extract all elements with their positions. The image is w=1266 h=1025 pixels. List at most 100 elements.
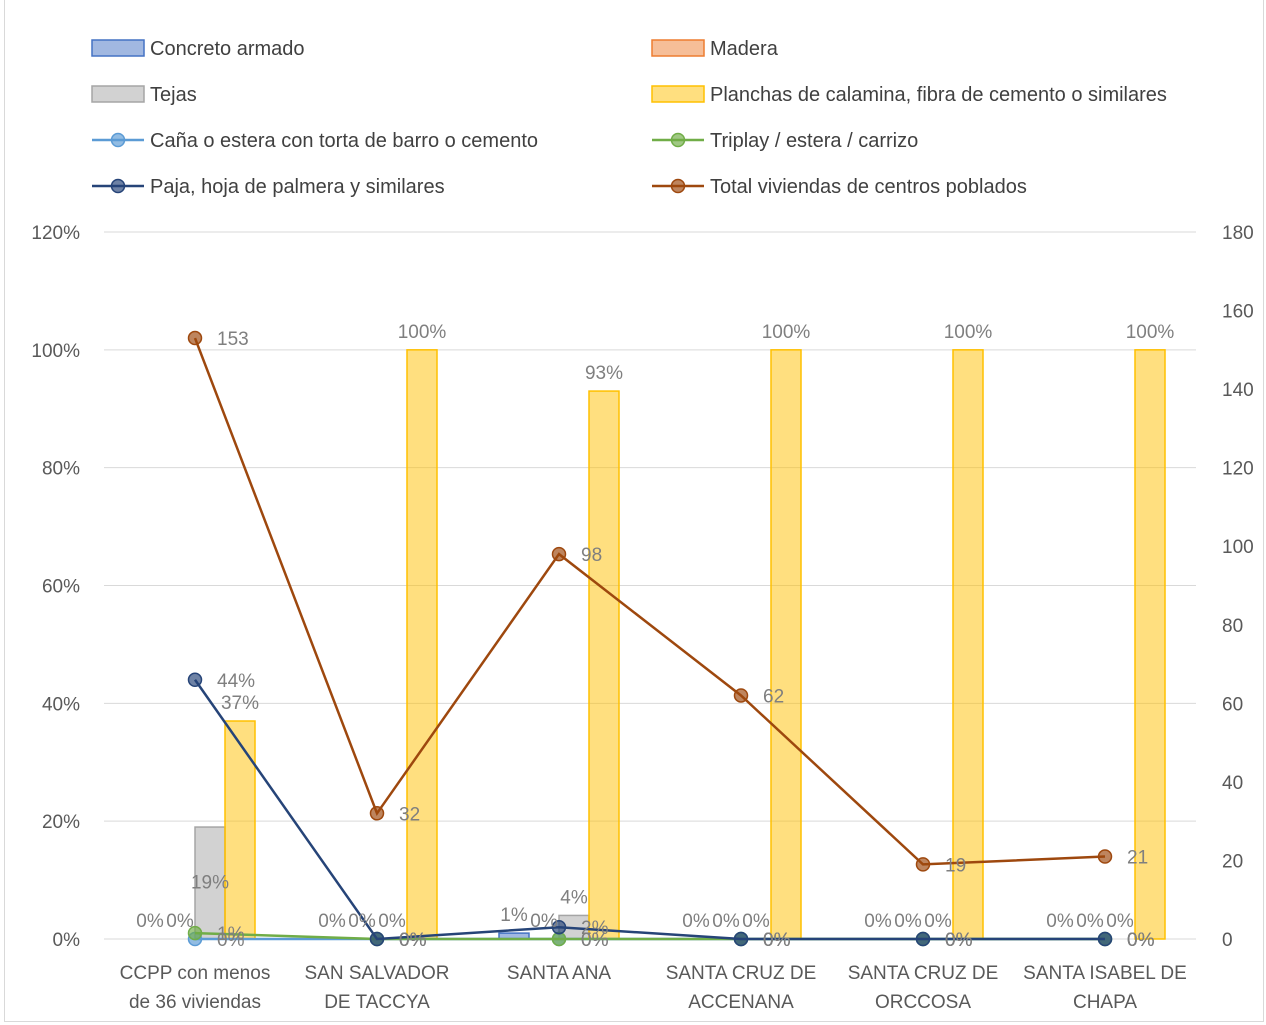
category-label: SANTA CRUZ DE ORCCOSA — [848, 963, 999, 1013]
left-tick-label: 40% — [42, 694, 80, 715]
point-label-cana-o-estera-con-torta-de-barro-o-cemento: 0% — [763, 930, 791, 951]
legend-label: Concreto armado — [150, 38, 305, 60]
point-label-paja-hoja-de-palmera-y-similares: 0% — [763, 930, 791, 951]
bar-label-madera: 0% — [348, 911, 376, 932]
point-paja-hoja-de-palmera-y-similares — [369, 931, 385, 947]
line-paja-hoja-de-palmera-y-similares — [193, 679, 1105, 941]
point-label-cana-o-estera-con-torta-de-barro-o-cemento: 0% — [945, 930, 973, 951]
bar-label-planchas-de-calamina-fibra-de-cemento-o-similares: 100% — [398, 322, 447, 343]
point-label-triplay-estera-carrizo: 0% — [763, 930, 791, 951]
left-tick-label: 100% — [31, 341, 80, 362]
point-label-total-viviendas-de-centros-poblados: 19 — [945, 855, 966, 876]
point-label-cana-o-estera-con-torta-de-barro-o-cemento: 0% — [581, 930, 609, 951]
legend-label: Madera — [710, 38, 779, 60]
bar-label-concreto-armado: 0% — [318, 911, 346, 932]
right-tick-label: 40 — [1222, 773, 1243, 794]
point-label-cana-o-estera-con-torta-de-barro-o-cemento: 0% — [217, 930, 245, 951]
point-paja-hoja-de-palmera-y-similares — [733, 931, 749, 947]
legend-swatch — [91, 39, 145, 57]
legend-item-concreto-armado: Concreto armado — [91, 38, 305, 60]
bar-label-concreto-armado: 1% — [500, 905, 528, 926]
legend-label: Caña o estera con torta de barro o cemen… — [150, 130, 538, 152]
legend-item-cana-o-estera-con-torta-de-barro-o-cemento: Caña o estera con torta de barro o cemen… — [92, 130, 538, 152]
bar-label-planchas-de-calamina-fibra-de-cemento-o-similares: 100% — [944, 322, 993, 343]
bar-planchas-de-calamina-fibra-de-cemento-o-similares — [588, 390, 620, 940]
bar-label-concreto-armado: 0% — [864, 911, 892, 932]
point-label-triplay-estera-carrizo: 0% — [1127, 930, 1155, 951]
point-paja-hoja-de-palmera-y-similares — [915, 931, 931, 947]
legend-item-total-viviendas-de-centros-poblados: Total viviendas de centros poblados — [652, 176, 1027, 198]
point-total-viviendas-de-centros-poblados — [733, 688, 749, 703]
bar-label-madera: 0% — [712, 911, 740, 932]
right-tick-label: 80 — [1222, 616, 1243, 637]
gridlines — [104, 231, 1196, 940]
legend-item-madera: Madera — [651, 38, 779, 60]
legend-swatch-marker — [110, 132, 126, 148]
right-tick-label: 140 — [1222, 380, 1254, 401]
point-label-triplay-estera-carrizo: 0% — [945, 930, 973, 951]
left-tick-label: 120% — [31, 223, 80, 244]
category-label: SAN SALVADOR DE TACCYA — [304, 963, 449, 1013]
bar-label-concreto-armado: 0% — [136, 911, 164, 932]
legend-swatch-marker — [670, 178, 686, 194]
category-label: SANTA ANA — [507, 963, 612, 984]
bar-label-planchas-de-calamina-fibra-de-cemento-o-similares: 37% — [221, 693, 259, 714]
category-label: CCPP con menos de 36 viviendas — [120, 963, 271, 1013]
bar-label-tejas: 0% — [378, 911, 406, 932]
legend-item-paja-hoja-de-palmera-y-similares: Paja, hoja de palmera y similares — [92, 176, 445, 198]
right-tick-label: 20 — [1222, 851, 1243, 872]
point-total-viviendas-de-centros-poblados — [915, 857, 931, 872]
right-tick-label: 60 — [1222, 694, 1243, 715]
right-tick-label: 160 — [1222, 302, 1254, 323]
data-labels: 0% 0% 1% 0% 0% 0%0% 0% 0% 0% 0% 0%19%0%4%0% 0% 0%37%… — [136, 322, 1174, 951]
point-total-viviendas-de-centros-poblados — [551, 546, 567, 562]
bar-planchas-de-calamina-fibra-de-cemento-o-similares — [1134, 349, 1166, 940]
bar-label-madera: 0% — [894, 911, 922, 932]
left-tick-label: 80% — [42, 459, 80, 480]
legend-item-tejas: Tejas — [91, 84, 197, 106]
point-total-viviendas-de-centros-poblados — [369, 806, 385, 821]
bar-label-planchas-de-calamina-fibra-de-cemento-o-similares: 100% — [1126, 322, 1175, 343]
legend-item-planchas-de-calamina-fibra-de-cemento-o-similares: Planchas de calamina, fibra de cemento o… — [651, 84, 1167, 106]
legend-swatch — [91, 85, 145, 103]
point-label-triplay-estera-carrizo: 1% — [217, 924, 245, 945]
legend-swatch-marker — [670, 132, 686, 148]
right-axis: 0 20 40 60 80 100 120 140 160 180 — [1222, 223, 1254, 951]
left-tick-label: 20% — [42, 812, 80, 833]
category-axis: CCPP con menos de 36 viviendas SAN SALVADO… — [120, 963, 1187, 1013]
point-label-total-viviendas-de-centros-poblados: 153 — [217, 329, 249, 350]
bar-label-tejas: 0% — [742, 911, 770, 932]
legend-label: Paja, hoja de palmera y similares — [150, 176, 445, 198]
bar-label-madera: 0% — [530, 911, 558, 932]
point-label-triplay-estera-carrizo: 0% — [399, 930, 427, 951]
point-label-cana-o-estera-con-torta-de-barro-o-cemento: 0% — [1127, 930, 1155, 951]
point-total-viviendas-de-centros-poblados — [187, 330, 203, 346]
legend-swatch — [651, 85, 705, 103]
bar-label-tejas: 19% — [191, 873, 229, 894]
legend-label: Tejas — [150, 84, 197, 106]
point-label-paja-hoja-de-palmera-y-similares: 44% — [217, 671, 255, 692]
legend-label: Planchas de calamina, fibra de cemento o… — [710, 84, 1167, 106]
point-label-paja-hoja-de-palmera-y-similares: 2% — [581, 918, 609, 939]
line-series-group — [187, 330, 1113, 947]
legend-item-triplay-estera-carrizo: Triplay / estera / carrizo — [652, 130, 918, 152]
point-paja-hoja-de-palmera-y-similares — [187, 672, 203, 688]
left-axis: 0% 20% 40% 60% 80% 100% 120% — [31, 223, 80, 951]
right-tick-label: 0 — [1222, 930, 1233, 951]
legend-label: Total viviendas de centros poblados — [710, 176, 1027, 198]
bar-label-madera: 0% — [166, 911, 194, 932]
legend-swatch-marker — [110, 178, 126, 194]
point-label-cana-o-estera-con-torta-de-barro-o-cemento: 0% — [399, 930, 427, 951]
legend-swatch — [651, 39, 705, 57]
point-paja-hoja-de-palmera-y-similares — [1097, 931, 1113, 947]
legend-label: Triplay / estera / carrizo — [710, 130, 918, 152]
bar-planchas-de-calamina-fibra-de-cemento-o-similares — [770, 349, 802, 940]
bar-label-tejas: 0% — [924, 911, 952, 932]
line-total-viviendas-de-centros-poblados — [193, 337, 1106, 866]
bar-planchas-de-calamina-fibra-de-cemento-o-similares — [952, 349, 984, 940]
left-tick-label: 60% — [42, 577, 80, 598]
bar-planchas-de-calamina-fibra-de-cemento-o-similares — [406, 349, 438, 940]
left-tick-label: 0% — [53, 930, 81, 951]
legend: Concreto armado Madera Tejas Planchas de ca… — [91, 38, 1167, 198]
